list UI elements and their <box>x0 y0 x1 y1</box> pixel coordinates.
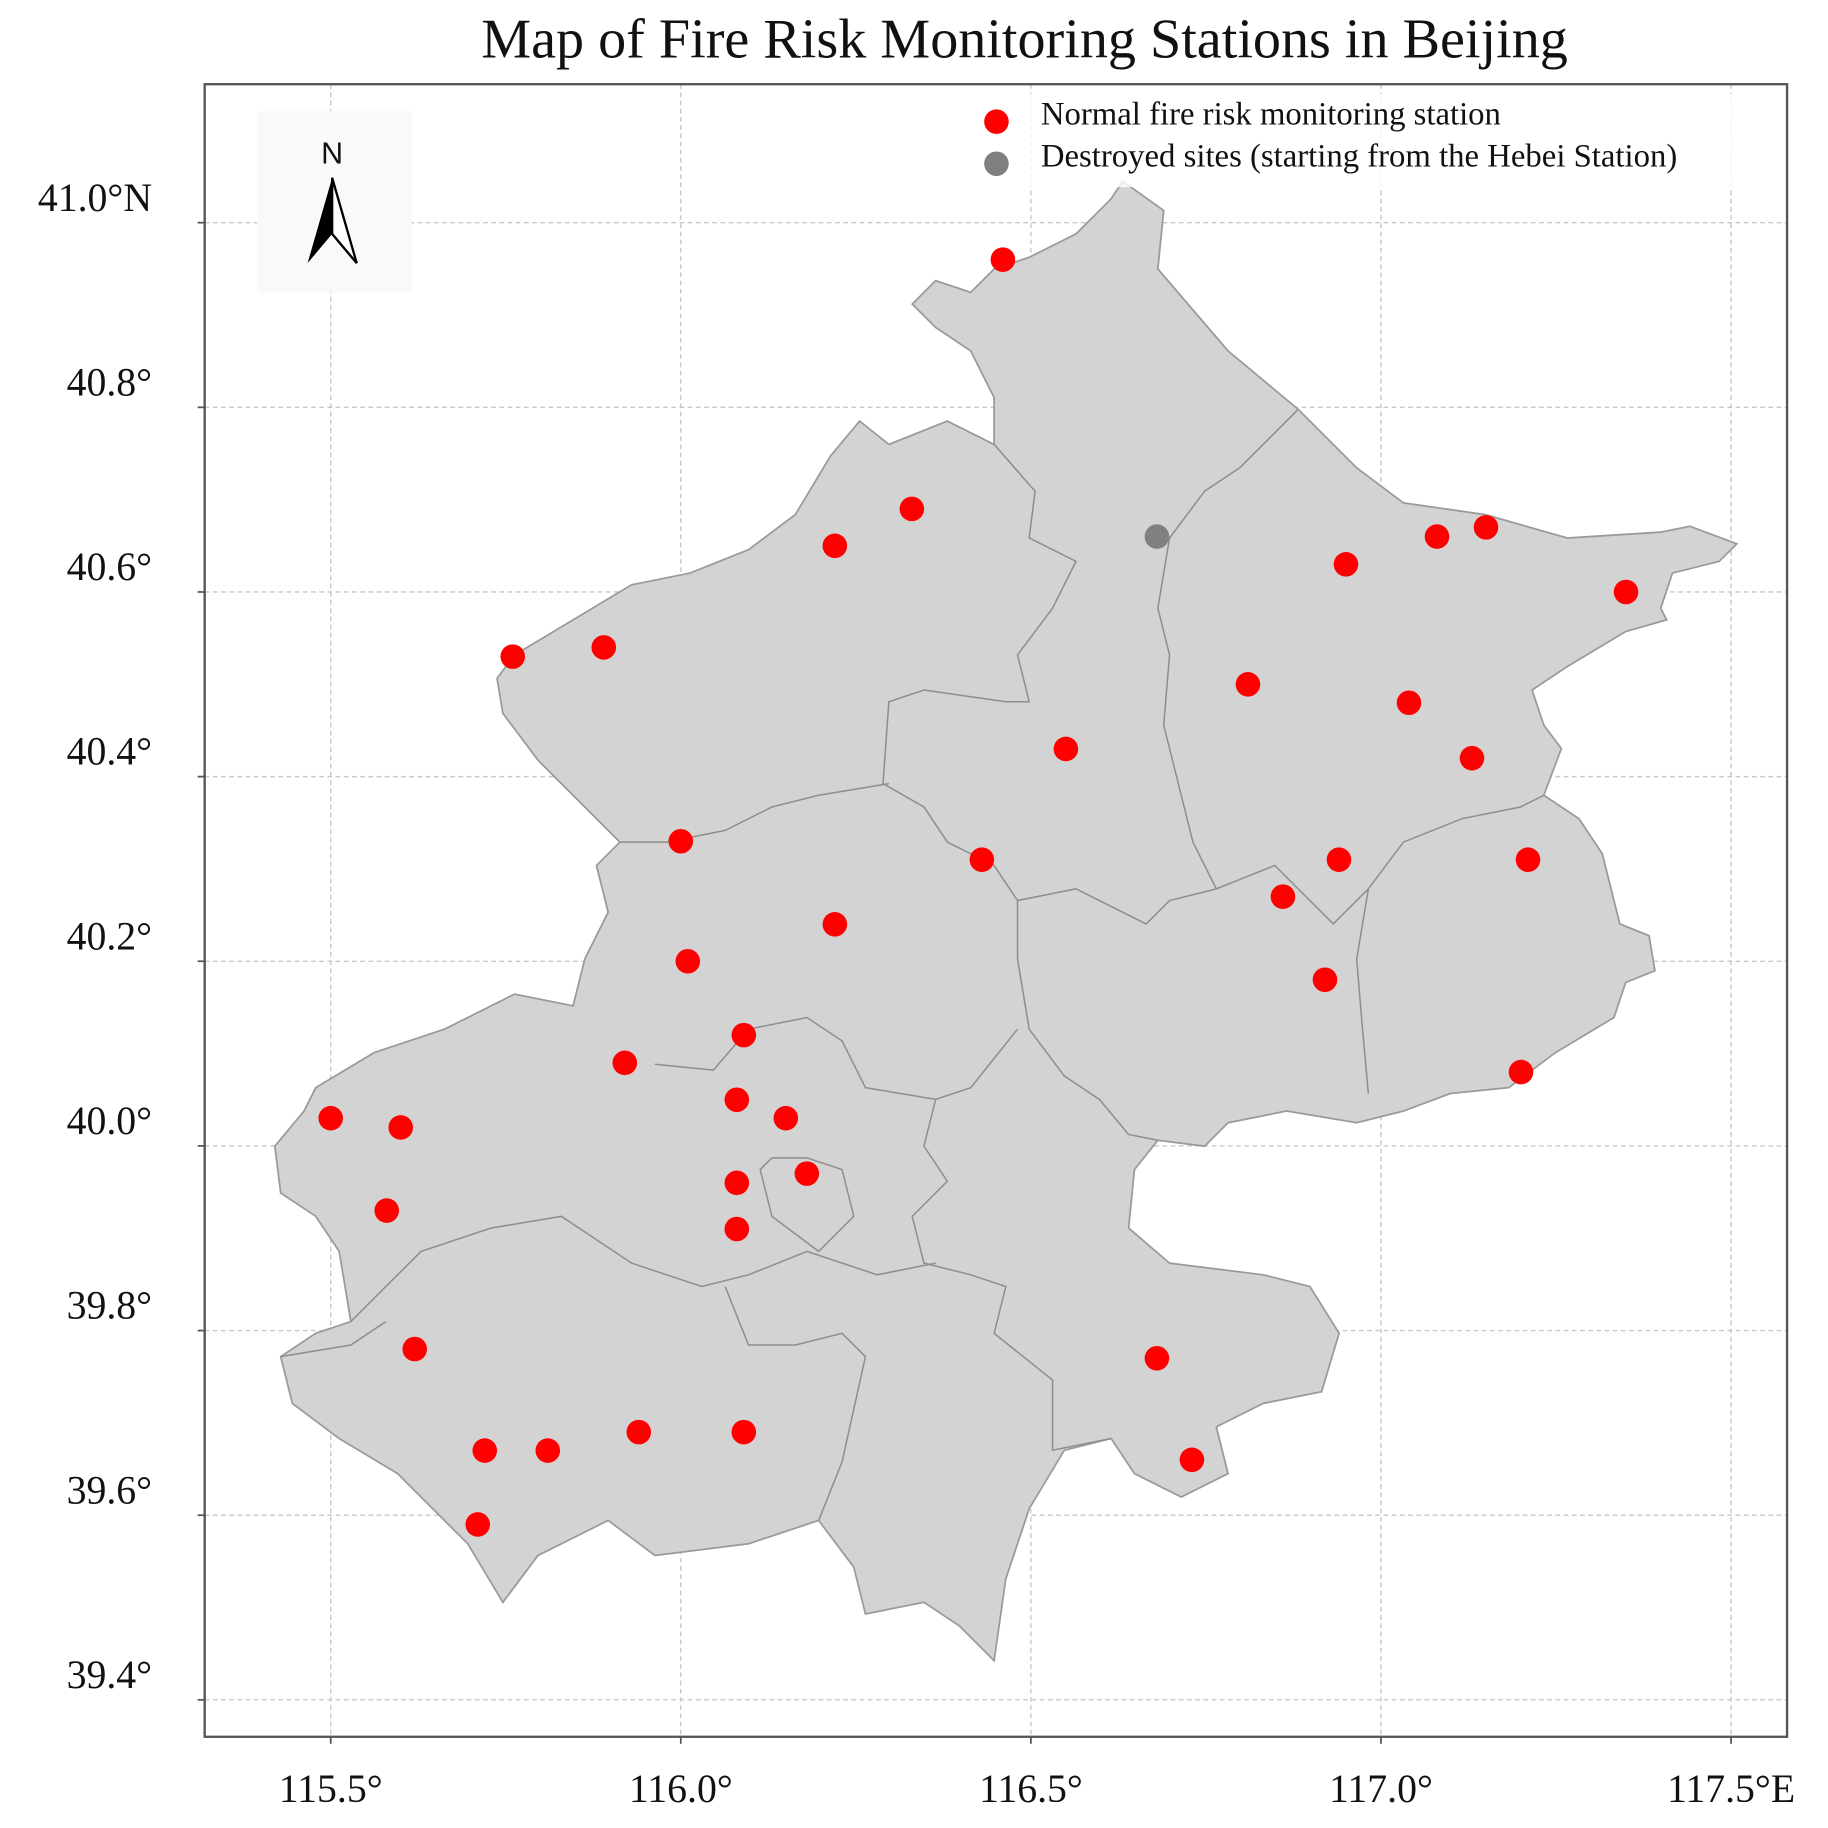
north-arrow: N <box>257 111 412 293</box>
station-point <box>1473 515 1499 540</box>
north-label: N <box>321 137 343 171</box>
x-tick-label: 117.0° <box>1329 1767 1433 1811</box>
station-point <box>1508 1059 1534 1085</box>
station-point <box>822 912 848 937</box>
beijing-boundary <box>273 180 1739 1663</box>
y-tick-label: 40.0° <box>67 1099 152 1143</box>
station-point <box>773 1105 799 1131</box>
station-point <box>500 644 526 669</box>
legend-label: Destroyed sites (starting from the Hebei… <box>1041 139 1677 175</box>
station-point <box>1424 524 1450 549</box>
station-point <box>1613 579 1639 605</box>
north-arrow-right <box>330 177 358 264</box>
legend-label: Normal fire risk monitoring station <box>1041 96 1501 132</box>
station-point <box>794 1161 820 1186</box>
x-tick-label: 117.5°E <box>1667 1767 1795 1811</box>
station-point <box>1515 847 1541 872</box>
station-point <box>724 1170 750 1196</box>
station-point <box>374 1198 399 1223</box>
station-point <box>822 533 848 559</box>
plot-frame <box>203 83 1789 1738</box>
y-tick-label: 40.6° <box>67 545 152 589</box>
station-point <box>724 1087 750 1113</box>
y-tick-label: 40.8° <box>67 360 152 404</box>
station-point <box>1053 736 1079 762</box>
chart-title: Map of Fire Risk Monitoring Stations in … <box>481 8 1568 70</box>
y-tick-label: 40.4° <box>67 730 152 774</box>
district-borders <box>280 408 1545 1521</box>
station-point <box>990 247 1016 272</box>
y-tick-label: 41.0°N <box>38 176 152 220</box>
station-point <box>1333 552 1359 577</box>
station-point <box>969 847 995 872</box>
station-point <box>1312 967 1338 993</box>
legend-marker <box>984 151 1009 177</box>
station-point <box>626 1419 652 1445</box>
station-point <box>402 1336 428 1362</box>
station-point <box>1396 690 1422 716</box>
y-tick-label: 39.8° <box>67 1284 152 1328</box>
station-point <box>612 1050 638 1076</box>
station-point <box>731 1419 757 1445</box>
y-tick-label: 40.2° <box>67 914 152 958</box>
x-tick-label: 115.5° <box>279 1767 383 1811</box>
station-point <box>724 1216 750 1242</box>
y-tick-label: 39.6° <box>67 1468 152 1512</box>
station-point <box>1179 1447 1205 1473</box>
station-point <box>465 1512 491 1537</box>
station-point <box>1144 1345 1170 1371</box>
station-point <box>535 1438 561 1463</box>
station-point <box>1459 745 1485 771</box>
station-point <box>675 948 701 974</box>
north-arrow-left <box>307 177 333 264</box>
station-point <box>1235 672 1261 697</box>
x-tick-label: 116.0° <box>629 1767 733 1811</box>
station-point <box>1144 524 1170 549</box>
y-tick-label: 39.4° <box>67 1653 152 1697</box>
station-point <box>668 828 694 854</box>
station-point <box>388 1115 413 1140</box>
station-point <box>591 635 617 660</box>
station-point <box>1270 884 1296 909</box>
station-point <box>1326 847 1352 872</box>
legend-box <box>964 93 1784 188</box>
station-point <box>731 1022 757 1048</box>
x-tick-label: 116.5° <box>979 1767 1083 1811</box>
station-point <box>899 496 925 522</box>
station-point <box>472 1438 498 1463</box>
legend: Normal fire risk monitoring station Destr… <box>964 93 1784 188</box>
legend-marker <box>984 109 1009 134</box>
station-point <box>318 1105 343 1131</box>
